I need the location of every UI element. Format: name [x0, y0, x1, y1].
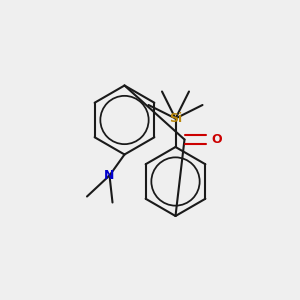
Text: O: O: [211, 133, 221, 146]
Text: N: N: [104, 169, 115, 182]
Text: Si: Si: [169, 112, 182, 125]
